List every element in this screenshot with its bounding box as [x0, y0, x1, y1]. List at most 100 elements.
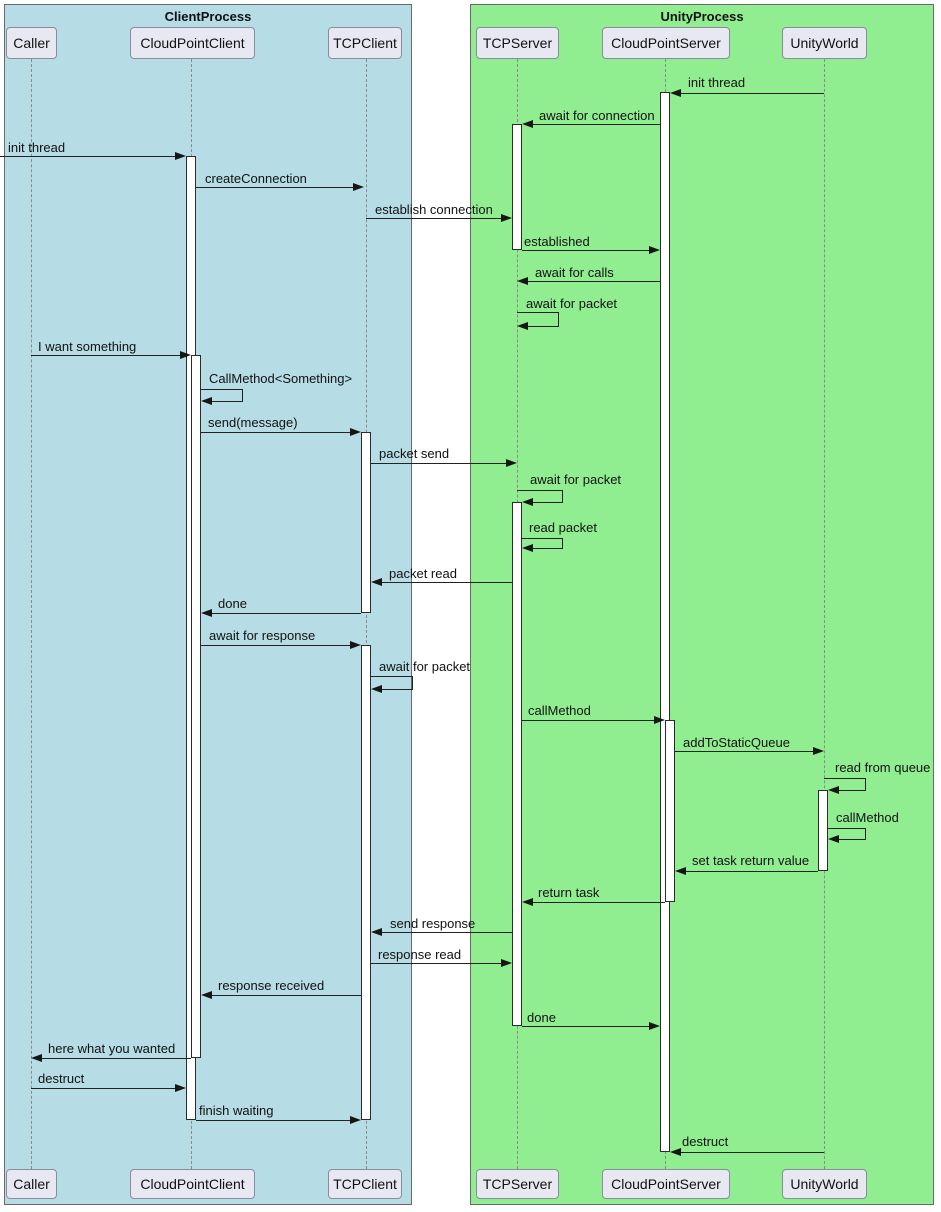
message-label-done: done — [527, 1010, 556, 1025]
activation-bar-cloudpointclient — [191, 355, 201, 1058]
self-message-side-await-for-packet — [558, 312, 560, 326]
frame-title-clientprocess: ClientProcess — [164, 9, 252, 24]
message-line-established — [522, 250, 651, 252]
message-label-init-thread: init thread — [688, 75, 746, 90]
self-message-top-read-from-queue — [824, 778, 866, 780]
message-line-send-message- — [201, 432, 352, 434]
message-label-done: done — [218, 596, 247, 611]
message-arrowhead-here-what-you-wanted — [31, 1054, 42, 1063]
message-label-init-thread: init thread — [8, 140, 66, 155]
participant-foot-cloudpointserver: CloudPointServer — [602, 1169, 730, 1199]
message-line-destruct — [679, 1152, 824, 1154]
self-message-arrowhead-read-packet — [522, 544, 533, 553]
self-message-label-await-for-packet: await for packet — [530, 472, 622, 487]
message-arrowhead-response-received — [201, 991, 212, 1000]
self-message-top-await-for-packet — [371, 676, 413, 678]
message-arrowhead-establish-connection — [501, 214, 512, 223]
self-message-side-callmethod — [865, 828, 867, 839]
lifeline-unityworld — [824, 59, 825, 1169]
message-line-set-task-return-value — [684, 871, 818, 873]
message-line-await-for-calls — [526, 281, 660, 283]
self-message-top-await-for-packet — [517, 490, 563, 492]
message-arrowhead-addtostaticqueue — [813, 747, 824, 756]
self-message-top-await-for-packet — [517, 312, 559, 314]
self-message-top-read-packet — [522, 538, 563, 540]
message-label-packet-read: packet read — [389, 566, 457, 581]
message-line-response-received — [210, 995, 361, 997]
message-label-await-for-calls: await for calls — [535, 265, 614, 280]
message-line-callmethod — [522, 720, 656, 722]
participant-head-tcpserver: TCPServer — [476, 27, 559, 59]
message-arrowhead-return-task — [522, 898, 533, 907]
message-arrowhead-response-read — [501, 959, 512, 968]
message-arrowhead-finish-waiting — [350, 1116, 361, 1125]
self-message-side-callmethod-something- — [242, 389, 244, 401]
message-arrowhead-await-for-calls — [517, 277, 528, 286]
self-message-label-callmethod: callMethod — [836, 810, 899, 825]
participant-head-caller: Caller — [6, 27, 57, 59]
message-line-here-what-you-wanted — [40, 1058, 191, 1060]
self-message-top-callmethod-something- — [201, 389, 243, 391]
activation-bar-tcpclient — [361, 432, 371, 613]
message-label-response-received: response received — [218, 978, 325, 993]
message-label-destruct: destruct — [682, 1134, 729, 1149]
message-label-destruct: destruct — [38, 1071, 85, 1086]
message-arrowhead-send-message- — [350, 428, 361, 437]
message-line-establish-connection — [366, 218, 503, 220]
message-line-init-thread — [0, 156, 177, 158]
message-arrowhead-packet-read — [371, 578, 382, 587]
message-label-await-for-connection: await for connection — [539, 108, 655, 123]
message-line-createconnection — [196, 187, 355, 189]
self-message-top-callmethod — [828, 828, 866, 830]
message-label-established: established — [524, 234, 590, 249]
message-line-await-for-connection — [531, 124, 660, 126]
message-line-send-response — [380, 932, 512, 934]
message-label-set-task-return-value: set task return value — [692, 853, 810, 868]
activation-bar-cloudpointserver — [660, 92, 670, 1152]
message-arrowhead-established — [649, 246, 660, 255]
message-label-finish-waiting: finish waiting — [199, 1103, 274, 1118]
message-arrowhead-destruct — [670, 1148, 681, 1157]
message-label-i-want-something: I want something — [38, 339, 137, 354]
participant-foot-tcpserver: TCPServer — [476, 1169, 559, 1199]
participant-head-cloudpointserver: CloudPointServer — [602, 27, 730, 59]
message-arrowhead-init-thread — [670, 89, 681, 98]
activation-bar-cloudpointserver — [665, 720, 675, 902]
message-line-packet-read — [380, 582, 512, 584]
participant-head-unityworld: UnityWorld — [782, 27, 867, 59]
message-label-response-read: response read — [378, 947, 462, 962]
message-label-return-task: return task — [538, 885, 600, 900]
activation-bar-tcpserver — [512, 124, 522, 250]
self-message-arrowhead-read-from-queue — [828, 786, 839, 795]
self-message-bottom-callmethod-something- — [210, 401, 243, 403]
message-line-response-read — [371, 963, 503, 965]
message-label-packet-send: packet send — [379, 446, 450, 461]
activation-bar-unityworld — [818, 790, 828, 871]
message-arrowhead-init-thread — [175, 152, 186, 161]
message-arrowhead-send-response — [371, 928, 382, 937]
message-line-i-want-something — [31, 355, 182, 357]
message-arrowhead-done — [649, 1022, 660, 1031]
activation-bar-tcpserver — [512, 502, 522, 1026]
message-arrowhead-set-task-return-value — [675, 867, 686, 876]
self-message-label-read-packet: read packet — [529, 520, 597, 535]
self-message-label-await-for-packet: await for packet — [379, 659, 471, 674]
self-message-bottom-read-packet — [531, 548, 563, 550]
message-line-done — [210, 613, 361, 615]
self-message-bottom-await-for-packet — [531, 502, 563, 504]
message-arrowhead-await-for-connection — [522, 120, 533, 129]
message-arrowhead-createconnection — [353, 183, 364, 192]
participant-foot-tcpclient: TCPClient — [328, 1169, 402, 1199]
self-message-side-read-packet — [562, 538, 564, 548]
message-line-done — [522, 1026, 651, 1028]
message-arrowhead-destruct — [175, 1084, 186, 1093]
message-label-createconnection: createConnection — [205, 171, 307, 186]
message-label-send-response: send response — [390, 916, 476, 931]
message-arrowhead-await-for-response — [350, 641, 361, 650]
message-line-destruct — [31, 1088, 177, 1090]
self-message-arrowhead-await-for-packet — [371, 685, 382, 694]
self-message-side-await-for-packet — [412, 676, 414, 689]
self-message-arrowhead-callmethod-something- — [201, 397, 212, 406]
self-message-label-read-from-queue: read from queue — [835, 760, 931, 775]
